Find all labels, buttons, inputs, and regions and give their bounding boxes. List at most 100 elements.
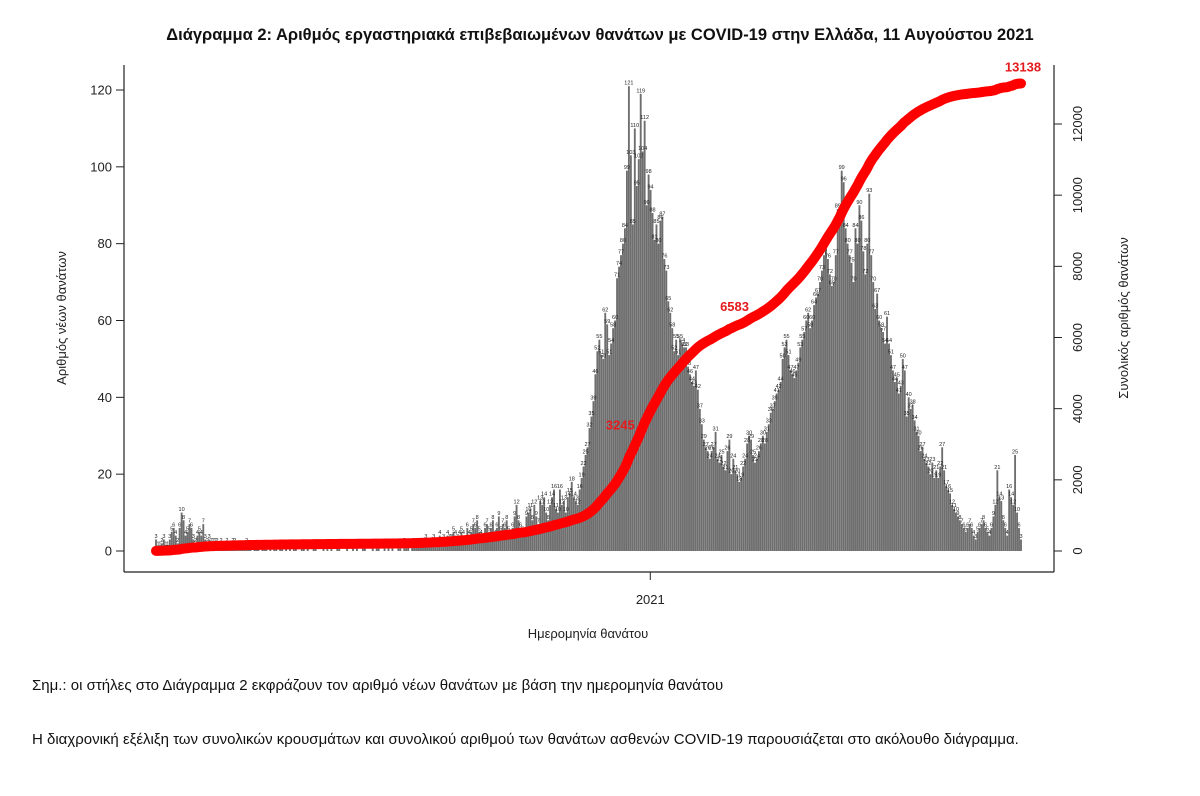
bar-value-label: 60 <box>876 315 882 321</box>
bar <box>972 535 975 551</box>
bar <box>155 539 157 552</box>
bar-value-label: 52 <box>671 346 677 352</box>
bar-value-label: 22 <box>937 461 943 467</box>
bar-value-label: 22 <box>740 461 746 467</box>
bar <box>888 343 890 551</box>
bar <box>919 451 922 551</box>
bar-value-label: 6 <box>519 522 522 528</box>
bar-value-label: 80 <box>655 238 661 244</box>
bar <box>338 547 341 551</box>
bar <box>1014 454 1017 551</box>
bar <box>832 282 835 551</box>
bar <box>783 347 786 551</box>
bar <box>949 493 951 552</box>
bar <box>848 255 851 551</box>
bar <box>884 343 886 551</box>
bar-value-label: 53 <box>797 342 803 348</box>
bar-value-label: 26 <box>709 446 715 452</box>
bar <box>809 328 812 551</box>
bar-value-label: 76 <box>661 254 667 260</box>
bar-value-label: 22 <box>720 461 726 467</box>
bar-value-label: 80 <box>854 238 860 244</box>
bar <box>188 524 191 551</box>
bar <box>720 454 723 551</box>
bar <box>830 285 833 551</box>
bar <box>574 501 577 551</box>
bar-value-label: 46 <box>789 369 795 375</box>
bar-value-label: 4 <box>446 530 449 536</box>
bar-value-label: 16 <box>551 484 557 490</box>
bar-value-label: 25 <box>718 449 724 455</box>
bar-value-label: 23 <box>752 457 758 463</box>
bar-value-label: 19 <box>935 473 941 479</box>
bar-value-label: 14 <box>571 492 577 498</box>
bar-value-label: 16 <box>1006 484 1012 490</box>
bar-value-label: 23 <box>929 457 935 463</box>
bar <box>846 243 849 552</box>
bar-value-label: 60 <box>612 315 618 321</box>
bar <box>537 524 540 551</box>
bar <box>870 255 873 551</box>
bar <box>677 355 680 551</box>
y2-tick-label: 10000 <box>1070 177 1085 213</box>
bar-value-label: 44 <box>778 376 784 382</box>
bar <box>493 535 496 551</box>
bar-value-label: 18 <box>569 476 575 482</box>
bar <box>771 408 774 551</box>
bar-value-label: 70 <box>850 277 856 283</box>
bar-value-label: 5 <box>964 526 967 532</box>
bar <box>803 332 806 551</box>
bar <box>361 547 364 551</box>
bar <box>499 531 502 551</box>
bar-value-label: 1 <box>166 542 169 548</box>
bar-value-label: 53 <box>781 342 787 348</box>
bar-value-label: 4 <box>1006 530 1009 536</box>
bar-value-label: 104 <box>638 146 647 152</box>
bar <box>178 527 181 551</box>
bar <box>174 535 177 551</box>
bar-value-label: 9 <box>497 511 500 517</box>
bar <box>891 370 894 551</box>
bar-value-label: 81 <box>651 234 657 240</box>
bar <box>856 243 859 552</box>
bar-value-label: 24 <box>921 453 927 459</box>
bar <box>842 182 845 551</box>
bar-value-label: 13 <box>998 496 1004 502</box>
y2-tick-label: 6000 <box>1070 323 1085 352</box>
bar-value-label: 26 <box>705 446 711 452</box>
bar-value-label: 12 <box>949 499 955 505</box>
bar-value-label: 23 <box>923 457 929 463</box>
bar <box>507 531 510 551</box>
bar-value-label: 54 <box>882 338 888 344</box>
bar-value-label: 4 <box>972 530 975 536</box>
bar-value-label: 42 <box>695 384 701 390</box>
x-axis-label: Ημερομηνία θανάτου <box>528 626 649 641</box>
bar-value-label: 6 <box>466 522 469 528</box>
bar <box>777 389 780 551</box>
bar-value-label: 12 <box>575 499 581 505</box>
bar-value-label: 51 <box>606 350 612 356</box>
bar-value-label: 80 <box>620 238 626 244</box>
cumulative-total-label: 6583 <box>720 299 749 314</box>
bar-value-label: 64 <box>811 300 817 306</box>
bar <box>440 543 443 551</box>
bar <box>765 431 768 551</box>
bar-value-label: 30 <box>746 430 752 436</box>
bar-value-label: 55 <box>673 334 679 340</box>
bar-value-label: 28 <box>758 438 764 444</box>
bar-value-label: 10 <box>953 507 959 513</box>
bar-value-label: 84 <box>843 223 849 229</box>
bar <box>992 516 995 551</box>
bar <box>172 527 175 551</box>
bar-value-label: 55 <box>799 334 805 340</box>
bar <box>799 347 802 551</box>
bar <box>631 224 634 551</box>
bar-value-label: 60 <box>809 315 815 321</box>
bar-value-label: 4 <box>462 530 465 536</box>
bar <box>405 547 408 551</box>
bar-value-label: 59 <box>604 319 610 325</box>
bar-value-label: 57 <box>801 327 807 333</box>
bar <box>925 462 928 551</box>
bar-value-label: 98 <box>646 169 652 175</box>
bar <box>732 458 735 551</box>
